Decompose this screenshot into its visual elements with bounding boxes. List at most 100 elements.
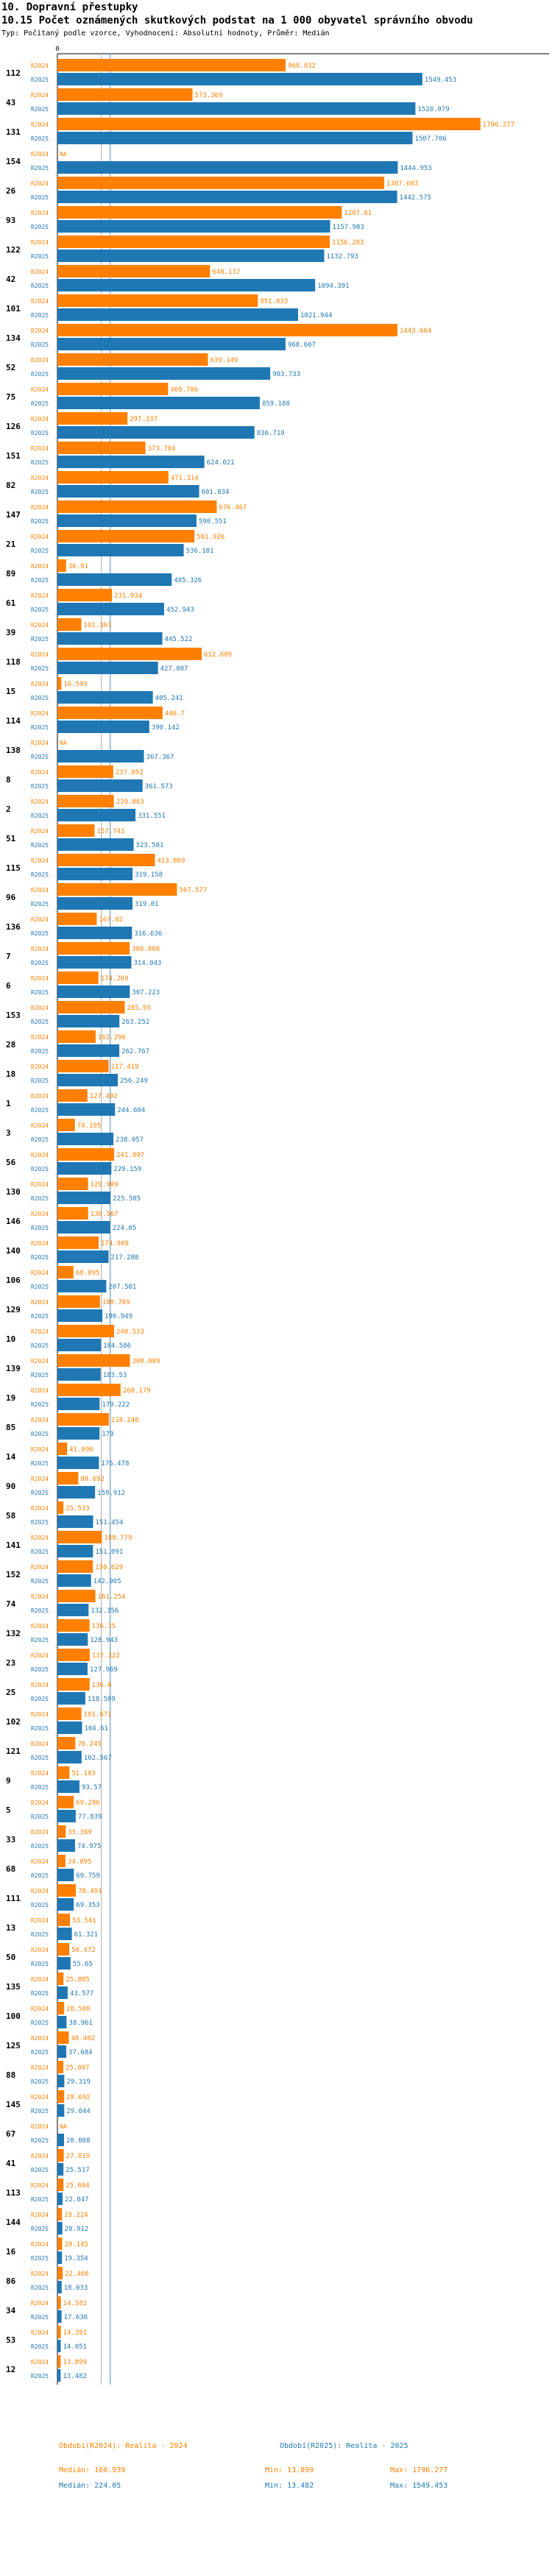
value-label: 217.419 (111, 1064, 139, 1071)
category-label: 75 (6, 392, 15, 402)
category-label: 86 (6, 2276, 16, 2286)
series-label: R2025 (31, 224, 49, 230)
series-label: R2025 (31, 1814, 49, 1820)
value-label: 268.179 (123, 1387, 151, 1395)
value-label: 102.567 (84, 1755, 112, 1762)
value-label: 127.492 (90, 1093, 118, 1100)
value-label: 167.02 (99, 916, 123, 924)
category-label: 146 (6, 1217, 21, 1226)
value-label: 316.636 (134, 930, 162, 938)
x-axis-zero-label: 0 (55, 46, 59, 53)
bar-2024 (57, 1884, 77, 1897)
series-label: R2025 (31, 754, 49, 760)
value-label: 14.051 (63, 2343, 87, 2351)
series-label: R2025 (31, 1961, 49, 1967)
value-label: 1157.983 (333, 224, 364, 231)
category-label: 140 (6, 1246, 21, 1256)
series-label: R2024 (31, 681, 49, 687)
category-label: 115 (6, 863, 21, 873)
value-label: 241.097 (116, 1152, 144, 1159)
value-label: 137.322 (92, 1652, 120, 1660)
series-label: R2024 (31, 1770, 49, 1777)
value-label: 225.505 (113, 1195, 141, 1203)
category-label: 102 (6, 1717, 21, 1727)
max-2024: Max: 1796.277 (390, 2466, 448, 2474)
bar-2024 (57, 1943, 70, 1956)
series-label: R2025 (31, 1166, 49, 1172)
value-label: 132.356 (91, 1607, 118, 1615)
bar-2025 (57, 956, 132, 969)
value-label: 1442.575 (400, 194, 431, 202)
value-label: 19.354 (64, 2255, 88, 2262)
category-label: 68 (6, 1864, 15, 1874)
value-label: 1549.453 (425, 77, 456, 84)
series-label: R2024 (31, 622, 49, 629)
value-label: 18.033 (64, 2285, 88, 2292)
bar-2025 (57, 1986, 68, 1999)
bar-2024 (57, 1148, 115, 1161)
bar-2025 (57, 1957, 71, 1970)
value-label: 150.629 (95, 1564, 123, 1571)
bar-2025 (57, 1044, 120, 1057)
value-label: 1387.603 (386, 180, 418, 188)
value-label: 25.533 (66, 1505, 90, 1512)
bar-2024 (57, 589, 113, 601)
max-2025: Max: 1549.453 (390, 2482, 448, 2490)
median-2025: Medián: 224.05 (59, 2482, 121, 2490)
series-label: R2024 (31, 975, 49, 982)
series-label: R2024 (31, 269, 49, 275)
series-label: R2024 (31, 1888, 49, 1894)
bar-2024 (57, 1060, 109, 1072)
bar-2025 (57, 927, 132, 939)
category-label: 58 (6, 1511, 15, 1521)
value-label: 851.033 (260, 298, 288, 305)
series-label: R2025 (31, 783, 49, 790)
series-label: R2025 (31, 901, 49, 907)
value-label: 55.65 (73, 1961, 93, 1968)
bar-2025 (57, 2369, 61, 2382)
value-label: 240.533 (116, 1328, 144, 1336)
category-label: 8 (6, 775, 11, 785)
series-label: R2024 (31, 1976, 49, 1983)
bar-2025 (57, 1133, 114, 1145)
value-label: 308.089 (132, 1358, 160, 1365)
bar-2025 (57, 1015, 120, 1027)
bar-2025 (57, 721, 149, 733)
median-2024: Medián: 160.939 (59, 2466, 126, 2474)
value-label: 16.593 (63, 681, 88, 688)
bar-2025 (57, 2193, 63, 2205)
value-label: 314.043 (133, 960, 161, 967)
value-label: 1507.706 (414, 135, 446, 143)
series-label: R2025 (31, 1755, 49, 1761)
value-label: 1021.944 (300, 312, 332, 319)
value-label: 218.246 (111, 1417, 139, 1424)
value-label: 128.943 (90, 1637, 118, 1644)
value-label: 676.467 (219, 504, 247, 512)
series-label: R2025 (31, 283, 49, 289)
bar-2025 (57, 1810, 76, 1822)
bar-2024 (57, 1030, 96, 1043)
value-label: 22.047 (65, 2196, 89, 2204)
bar-2024 (57, 795, 114, 807)
category-label: 9 (6, 1776, 11, 1786)
bar-2024 (57, 118, 481, 130)
series-label: R2024 (31, 563, 49, 570)
bar-2025 (57, 1692, 85, 1705)
category-label: 130 (6, 1187, 21, 1197)
value-label: 469.786 (170, 386, 198, 394)
value-label: 51.183 (71, 1770, 96, 1777)
value-label: 968.607 (288, 342, 316, 349)
bar-2025 (57, 544, 184, 556)
value-label: 93.57 (82, 1784, 102, 1791)
value-label: 104.61 (84, 1725, 108, 1733)
bar-2024 (57, 442, 146, 454)
bar-2025 (57, 191, 397, 203)
bar-2024 (57, 1443, 68, 1455)
bar-2025 (57, 1162, 112, 1175)
series-label: R2025 (31, 1078, 49, 1084)
value-label: 101.671 (84, 1711, 112, 1719)
series-label: R2024 (31, 769, 49, 776)
value-label: 639.149 (210, 357, 238, 364)
value-label: 151.091 (95, 1549, 123, 1556)
value-label: 74.975 (77, 1843, 102, 1850)
